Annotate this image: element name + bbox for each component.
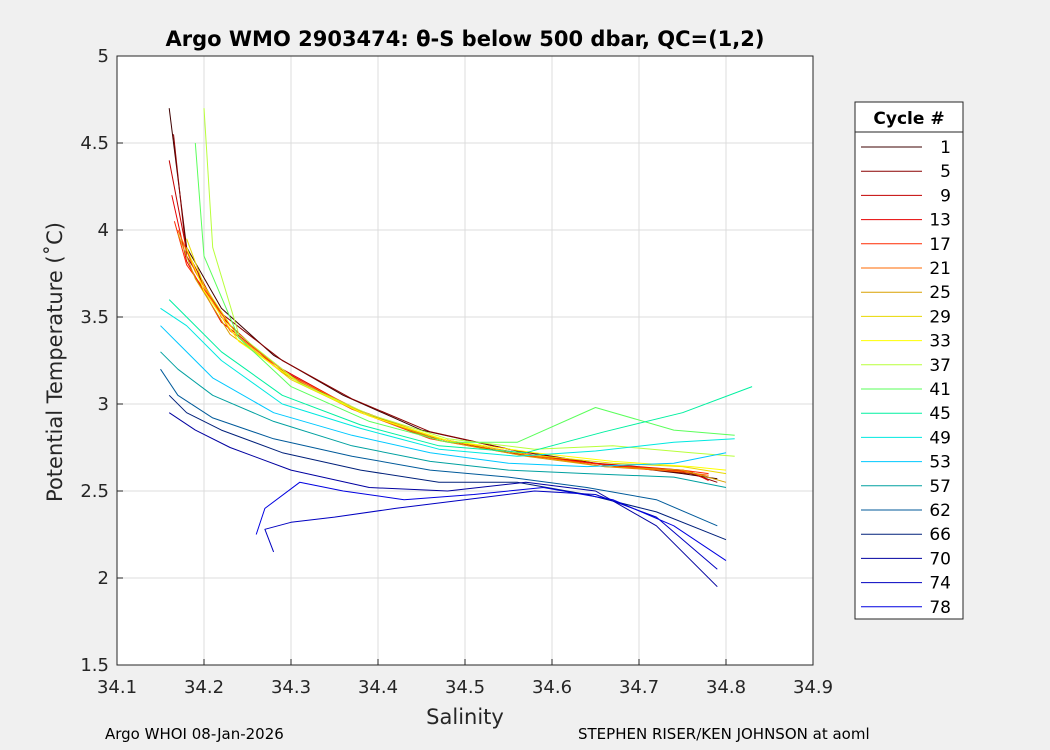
- x-tick-label-34.8: 34.8: [706, 677, 746, 698]
- legend-label-25: 25: [929, 283, 951, 303]
- legend-label-62: 62: [929, 501, 951, 521]
- grid-lines: [117, 56, 813, 665]
- y-tick-label-2: 2: [98, 568, 109, 589]
- y-axis-label: Potential Temperature (˚C): [43, 222, 67, 502]
- legend-title: Cycle #: [873, 109, 944, 129]
- series-line-cycle-45: [168, 299, 753, 454]
- y-tick-label-1.5: 1.5: [80, 655, 109, 676]
- legend-label-37: 37: [929, 356, 951, 376]
- x-tick-label-34.1: 34.1: [97, 677, 137, 698]
- legend-label-78: 78: [929, 598, 951, 618]
- legend-label-17: 17: [929, 235, 951, 255]
- series-line-cycle-53: [160, 325, 727, 468]
- series-line-cycle-37: [203, 108, 735, 457]
- legend-label-49: 49: [929, 428, 951, 448]
- x-tick-label-34.2: 34.2: [184, 677, 224, 698]
- legend-label-74: 74: [929, 574, 951, 594]
- x-axis-label: Salinity: [426, 705, 504, 729]
- x-tick-label-34.4: 34.4: [358, 677, 398, 698]
- legend-label-41: 41: [929, 380, 951, 400]
- x-tick-label-34.5: 34.5: [445, 677, 485, 698]
- x-tick-label-34.9: 34.9: [793, 677, 833, 698]
- legend-entries: 1 5 9 13 17 21 25 29 33 37 41 45 49 53 57 62 66 70 74 78: [861, 138, 951, 618]
- legend-label-13: 13: [929, 211, 951, 231]
- chart-title: Argo WMO 2903474: θ-S below 500 dbar, QC…: [166, 27, 765, 51]
- x-tick-label-34.7: 34.7: [619, 677, 659, 698]
- series-line-cycle-41: [194, 142, 735, 443]
- axis-ticks: 34.1 34.2 34.3 34.4 34.5 34.6 34.7 34.8 34.91.52…: [80, 46, 833, 698]
- footer-right: STEPHEN RISER/KEN JOHNSON at aoml: [578, 725, 870, 743]
- y-tick-label-4: 4: [98, 220, 109, 241]
- legend-label-45: 45: [929, 404, 951, 424]
- x-tick-label-34.6: 34.6: [532, 677, 572, 698]
- x-tick-label-34.3: 34.3: [271, 677, 311, 698]
- legend-label-21: 21: [929, 259, 951, 279]
- series-line-cycle-25: [177, 233, 727, 483]
- footer-left: Argo WHOI 08-Jan-2026: [105, 725, 284, 743]
- legend-label-9: 9: [940, 186, 951, 206]
- y-tick-label-3.5: 3.5: [80, 307, 109, 328]
- legend: Cycle # 1 5 9 13 17 21 25 29 33 37 41 45 49 53 57 62 66 7…: [854, 101, 964, 620]
- y-tick-label-2.5: 2.5: [80, 481, 109, 502]
- legend-label-1: 1: [940, 138, 951, 158]
- y-tick-label-3: 3: [98, 394, 109, 415]
- series-line-cycle-57: [160, 351, 727, 488]
- plot-area: 34.1 34.2 34.3 34.4 34.5 34.6 34.7 34.8 34.91.52…: [80, 46, 833, 698]
- y-tick-label-4.5: 4.5: [80, 133, 109, 154]
- series-layer: [160, 108, 753, 588]
- legend-label-5: 5: [940, 162, 951, 182]
- legend-label-29: 29: [929, 307, 951, 327]
- legend-box: [854, 101, 964, 620]
- series-line-cycle-62: [160, 368, 718, 527]
- series-line-cycle-70: [168, 412, 718, 588]
- legend-label-70: 70: [929, 549, 951, 569]
- series-line-cycle-49: [160, 307, 735, 457]
- legend-label-66: 66: [929, 525, 951, 545]
- legend-label-53: 53: [929, 453, 951, 473]
- series-line-cycle-78: [255, 481, 727, 562]
- series-line-cycle-21: [177, 229, 709, 476]
- legend-label-33: 33: [929, 332, 951, 352]
- y-tick-label-5: 5: [98, 46, 109, 67]
- legend-label-57: 57: [929, 477, 951, 497]
